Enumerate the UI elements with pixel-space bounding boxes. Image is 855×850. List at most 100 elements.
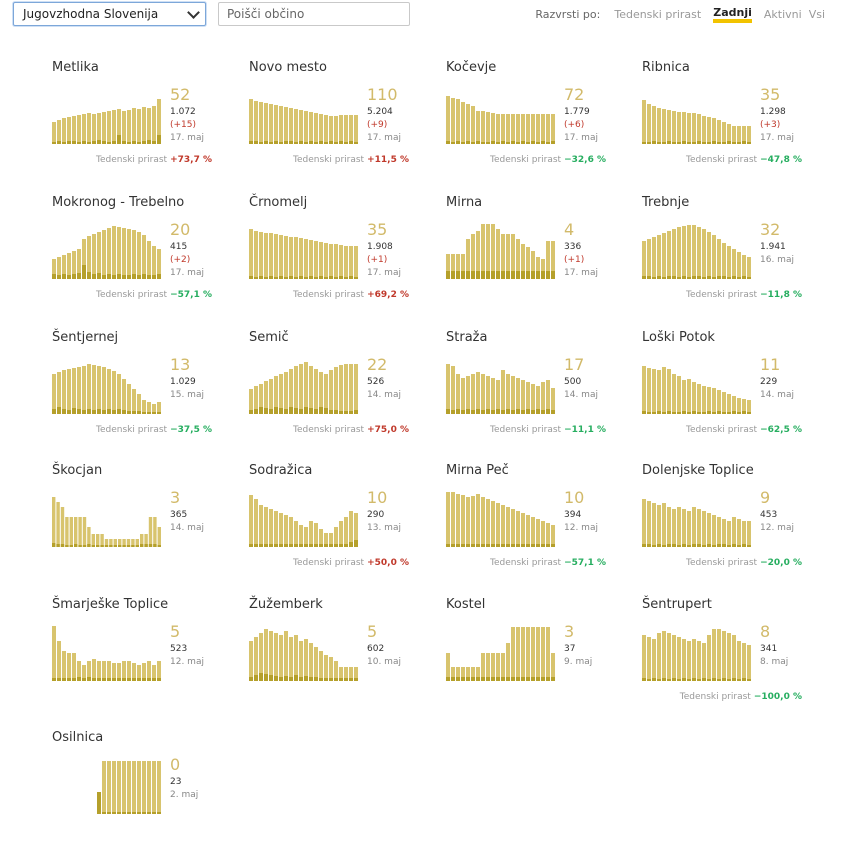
bar-active xyxy=(147,402,151,414)
municipality-card[interactable]: Sodražica 10 290 13. maj Tedenski prirast +50… xyxy=(249,463,409,583)
bar-new xyxy=(259,673,263,681)
bar-active xyxy=(147,661,151,681)
bar-new xyxy=(284,676,288,681)
bar-new xyxy=(122,410,126,414)
total-cases: 365 xyxy=(170,510,188,520)
sort-option-all[interactable]: Vsi xyxy=(808,8,825,21)
municipality-card[interactable]: Mokronog - Trebelno 20 415 (+2) 17. maj Teden… xyxy=(52,195,212,315)
municipality-card[interactable]: Semič 22 526 14. maj Tedenski prirast +75,0 % xyxy=(249,330,409,450)
bar-new xyxy=(78,545,82,547)
bar-new xyxy=(56,544,60,547)
municipality-card[interactable]: Osilnica 0 23 2. maj xyxy=(52,730,212,850)
bar-new xyxy=(742,544,746,547)
bar-active xyxy=(687,641,691,681)
bar-new xyxy=(707,544,711,547)
bar-new xyxy=(57,407,61,414)
bar-new xyxy=(254,277,258,279)
municipality-card[interactable]: Šentrupert 8 341 8. maj Tedenski prirast −100… xyxy=(642,597,802,717)
bar-active xyxy=(516,511,520,547)
bar-new xyxy=(274,676,278,681)
bar-new xyxy=(132,812,136,814)
bar-active xyxy=(304,639,308,681)
bar-active xyxy=(451,667,455,681)
bar-new xyxy=(657,679,661,681)
bar-new xyxy=(491,271,495,279)
municipality-card[interactable]: Dolenjske Toplice 9 453 12. maj Tedenski pri… xyxy=(642,463,802,583)
bar-active xyxy=(299,525,303,547)
bar-new xyxy=(279,408,283,414)
municipality-card[interactable]: Trebnje 32 1.941 16. maj Tedenski prirast −11… xyxy=(642,195,802,315)
municipality-card[interactable]: Novo mesto 110 5.204 (+9) 17. maj Tedenski pr… xyxy=(249,60,409,180)
bar-new xyxy=(97,273,101,279)
bar-new xyxy=(727,545,731,547)
municipality-name: Sodražica xyxy=(249,463,313,478)
bar-new xyxy=(126,545,131,547)
bar-new xyxy=(117,678,121,681)
bar-active xyxy=(652,237,656,279)
bar-active xyxy=(647,637,651,681)
bar-new xyxy=(87,272,91,279)
bar-new xyxy=(127,812,131,814)
bar-active xyxy=(334,116,338,144)
municipality-card[interactable]: Loški Potok 11 229 14. maj Tedenski prirast −… xyxy=(642,330,802,450)
cases-bar-chart xyxy=(642,225,751,279)
bar-active xyxy=(289,237,293,279)
bar-new xyxy=(501,141,505,144)
municipality-card[interactable]: Mirna Peč 10 394 12. maj Tedenski prirast −57… xyxy=(446,463,606,583)
bar-active xyxy=(74,517,78,547)
bar-new xyxy=(82,265,86,279)
bar-active xyxy=(446,492,450,547)
bar-new xyxy=(677,412,681,414)
weekly-growth-value: +69,2 % xyxy=(367,290,409,300)
active-cases: 35 xyxy=(760,85,781,104)
bar-new xyxy=(541,410,545,414)
bar-new xyxy=(486,271,490,279)
total-cases: 229 xyxy=(760,377,778,387)
municipality-card[interactable]: Žužemberk 5 602 10. maj xyxy=(249,597,409,717)
bar-new xyxy=(148,544,153,547)
bar-active xyxy=(491,224,495,279)
bar-new xyxy=(672,412,676,414)
bar-active xyxy=(309,643,313,681)
bar-active xyxy=(546,627,550,681)
bar-new xyxy=(737,679,741,681)
sort-option-active[interactable]: Aktivni xyxy=(763,8,802,21)
municipality-card[interactable]: Straža 17 500 14. maj Tedenski prirast −11,1 … xyxy=(446,330,606,450)
municipality-card[interactable]: Kočevje 72 1.779 (+6) 17. maj Tedenski priras… xyxy=(446,60,606,180)
bar-new xyxy=(314,544,318,547)
bar-new xyxy=(466,141,470,144)
bar-new xyxy=(486,544,490,547)
bar-new xyxy=(697,141,701,144)
bar-active xyxy=(148,517,153,547)
bar-active xyxy=(96,534,100,547)
municipality-card[interactable]: Metlika 52 1.072 (+15) 17. maj Tedenski prira… xyxy=(52,60,212,180)
municipality-card[interactable]: Škocjan 3 365 14. maj xyxy=(52,463,212,583)
bar-new xyxy=(344,678,348,681)
bar-new xyxy=(299,276,303,279)
municipality-card[interactable]: Črnomelj 35 1.908 (+1) 17. maj Tedenski prira… xyxy=(249,195,409,315)
bar-new xyxy=(279,142,283,144)
bar-active xyxy=(642,366,646,414)
sort-option-weekly[interactable]: Tedenski prirast xyxy=(614,8,702,21)
search-input[interactable] xyxy=(218,2,410,26)
municipality-card[interactable]: Šmarješke Toplice 5 523 12. maj xyxy=(52,597,212,717)
bar-new xyxy=(329,678,333,681)
sort-option-latest[interactable]: Zadnji xyxy=(713,6,752,23)
bar-new xyxy=(122,141,126,144)
bar-new xyxy=(157,678,161,681)
bar-active xyxy=(647,239,651,279)
bar-active xyxy=(289,369,293,414)
municipality-card[interactable]: Mirna 4 336 (+1) 17. maj xyxy=(446,195,606,315)
bar-active xyxy=(717,629,721,681)
bar-new xyxy=(551,544,555,547)
municipality-card[interactable]: Ribnica 35 1.298 (+3) 17. maj Tedenski priras… xyxy=(642,60,802,180)
bar-new xyxy=(501,410,505,414)
municipality-card[interactable]: Kostel 3 37 9. maj xyxy=(446,597,606,717)
bar-active xyxy=(672,229,676,279)
bar-new xyxy=(324,678,328,681)
bar-new xyxy=(506,271,510,279)
total-cases: 500 xyxy=(564,377,582,387)
bar-new xyxy=(329,276,333,279)
region-select[interactable]: Jugovzhodna Slovenija xyxy=(13,2,206,26)
municipality-card[interactable]: Šentjernej 13 1.029 15. maj Tedenski prirast… xyxy=(52,330,212,450)
